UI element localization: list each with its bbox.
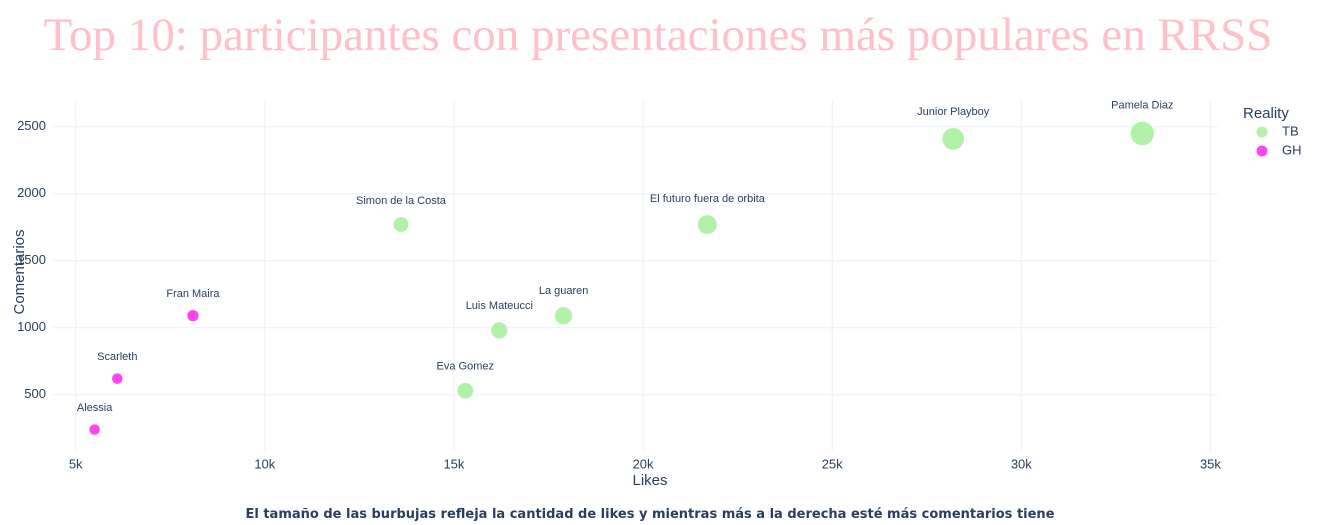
y-tick-label: 1500 bbox=[17, 252, 46, 267]
y-tick-label: 500 bbox=[24, 386, 46, 401]
x-tick-label: 15k bbox=[443, 457, 464, 472]
chart-caption: El tamaño de las burbujas refleja la can… bbox=[245, 507, 1054, 522]
bubble-label: Simon de la Costa bbox=[356, 195, 447, 207]
bubble-tb bbox=[941, 127, 965, 151]
bubble-tb bbox=[456, 382, 474, 400]
legend-title: Reality bbox=[1243, 105, 1289, 122]
x-tick-label: 20k bbox=[633, 457, 654, 472]
legend-marker-gh bbox=[1256, 145, 1268, 157]
axis-ticks: 5k 10k 15k 20k 25k 30k 35k 500 1000 1500 2000 2500 bbox=[17, 118, 1221, 471]
bubble-label: Pamela Diaz bbox=[1111, 99, 1173, 111]
x-tick-label: 10k bbox=[254, 457, 275, 472]
legend-marker-tb bbox=[1256, 126, 1268, 138]
y-tick-label: 2000 bbox=[17, 185, 46, 200]
x-tick-label: 25k bbox=[822, 457, 843, 472]
bubble-label: Luis Mateucci bbox=[466, 300, 533, 312]
bubble-tb bbox=[490, 321, 508, 340]
bubble-label: Scarleth bbox=[97, 351, 137, 363]
bubble-label: La guaren bbox=[539, 285, 589, 297]
y-tick-label: 1000 bbox=[17, 319, 46, 334]
x-axis-title: Likes bbox=[632, 472, 667, 489]
bubble-label: Alessia bbox=[77, 402, 113, 414]
data-points: Pamela Diaz Junior Playboy El futuro fuera… bbox=[77, 99, 1174, 436]
y-axis-title: Comentarios bbox=[11, 229, 28, 314]
bubble-gh bbox=[186, 309, 200, 322]
x-tick-label: 5k bbox=[69, 457, 83, 472]
chart-title: Top 10: participantes con presentaciones… bbox=[44, 9, 1273, 61]
legend: Reality TB GH bbox=[1243, 105, 1302, 157]
bubble-tb bbox=[393, 216, 409, 233]
bubble-tb bbox=[1130, 121, 1155, 146]
y-tick-label: 2500 bbox=[17, 118, 46, 133]
legend-label: TB bbox=[1282, 123, 1299, 138]
bubble-label: Eva Gomez bbox=[437, 361, 494, 373]
legend-label: GH bbox=[1282, 142, 1302, 157]
bubble-label: El futuro fuera de orbita bbox=[650, 193, 766, 205]
grid bbox=[53, 100, 1218, 451]
x-tick-label: 35k bbox=[1200, 457, 1221, 472]
bubble-gh bbox=[88, 423, 101, 436]
bubble-label: Fran Maira bbox=[166, 288, 220, 300]
bubble-gh bbox=[111, 372, 124, 385]
bubble-tb bbox=[697, 214, 718, 235]
x-tick-label: 30k bbox=[1011, 457, 1032, 472]
bubble-tb bbox=[554, 306, 573, 325]
bubble-label: Junior Playboy bbox=[917, 106, 990, 118]
